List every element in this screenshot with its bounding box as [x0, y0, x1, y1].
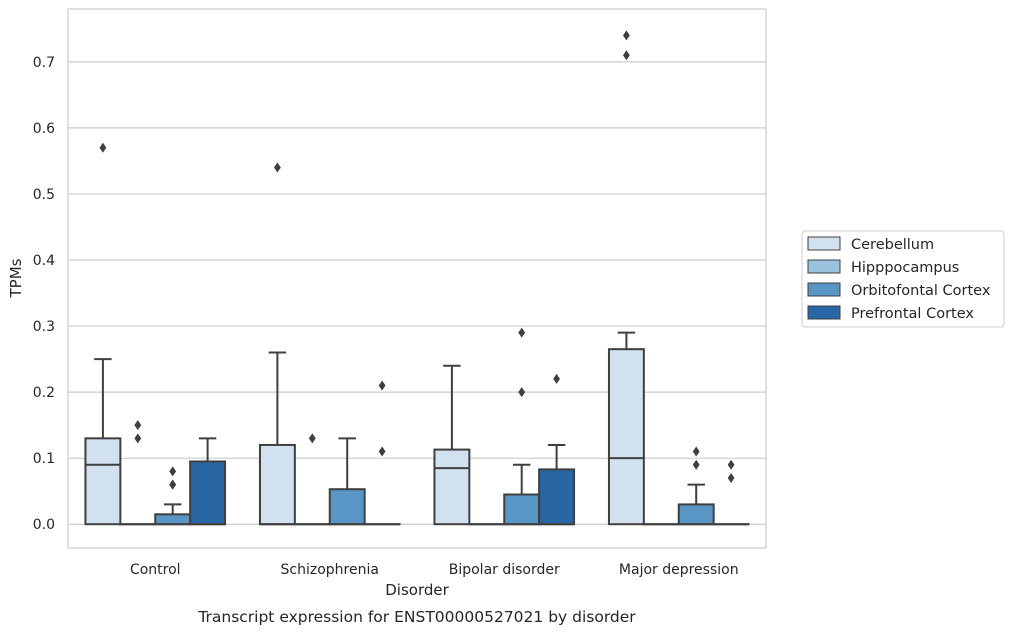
- box-body: [85, 438, 120, 524]
- x-axis-ticks: Control Schizophrenia Bipolar disorder Majo…: [130, 562, 739, 578]
- y-tick-label: 0.5: [33, 187, 55, 203]
- legend-swatch: [808, 283, 840, 296]
- x-tick-label: Major depression: [619, 562, 739, 578]
- x-tick-label: Control: [130, 562, 181, 578]
- legend-label: Hipppocampus: [851, 260, 959, 276]
- x-axis-label: Disorder: [385, 581, 449, 599]
- y-axis-ticks: 0.0 0.1 0.2 0.3 0.4 0.5 0.6 0.7: [33, 55, 55, 533]
- box-body: [434, 450, 469, 525]
- x-tick-label: Bipolar disorder: [449, 562, 560, 578]
- y-tick-label: 0.1: [33, 451, 55, 467]
- legend-label: Prefrontal Cortex: [851, 306, 974, 322]
- box-body: [155, 514, 190, 524]
- box-body: [609, 349, 644, 524]
- x-tick-label: Schizophrenia: [281, 562, 379, 578]
- box-body: [504, 494, 539, 524]
- box-body: [330, 489, 365, 524]
- y-tick-label: 0.0: [33, 517, 55, 533]
- legend-swatch: [808, 260, 840, 273]
- y-tick-label: 0.2: [33, 385, 55, 401]
- legend: Cerebellum Hipppocampus Orbitofontal Corte…: [802, 231, 1004, 327]
- y-axis-label: TPMs: [7, 258, 25, 298]
- legend-label: Cerebellum: [851, 237, 934, 253]
- legend-swatch: [808, 237, 840, 250]
- y-tick-label: 0.7: [33, 55, 55, 71]
- legend-swatch: [808, 306, 840, 319]
- y-tick-label: 0.3: [33, 319, 55, 335]
- legend-label: Orbitofontal Cortex: [851, 283, 991, 299]
- box-body: [260, 445, 295, 524]
- box-body: [679, 504, 714, 524]
- y-tick-label: 0.4: [33, 253, 55, 269]
- box-body: [539, 469, 574, 524]
- box-body: [190, 461, 225, 524]
- chart-caption: Transcript expression for ENST0000052702…: [197, 608, 636, 626]
- y-tick-label: 0.6: [33, 121, 55, 137]
